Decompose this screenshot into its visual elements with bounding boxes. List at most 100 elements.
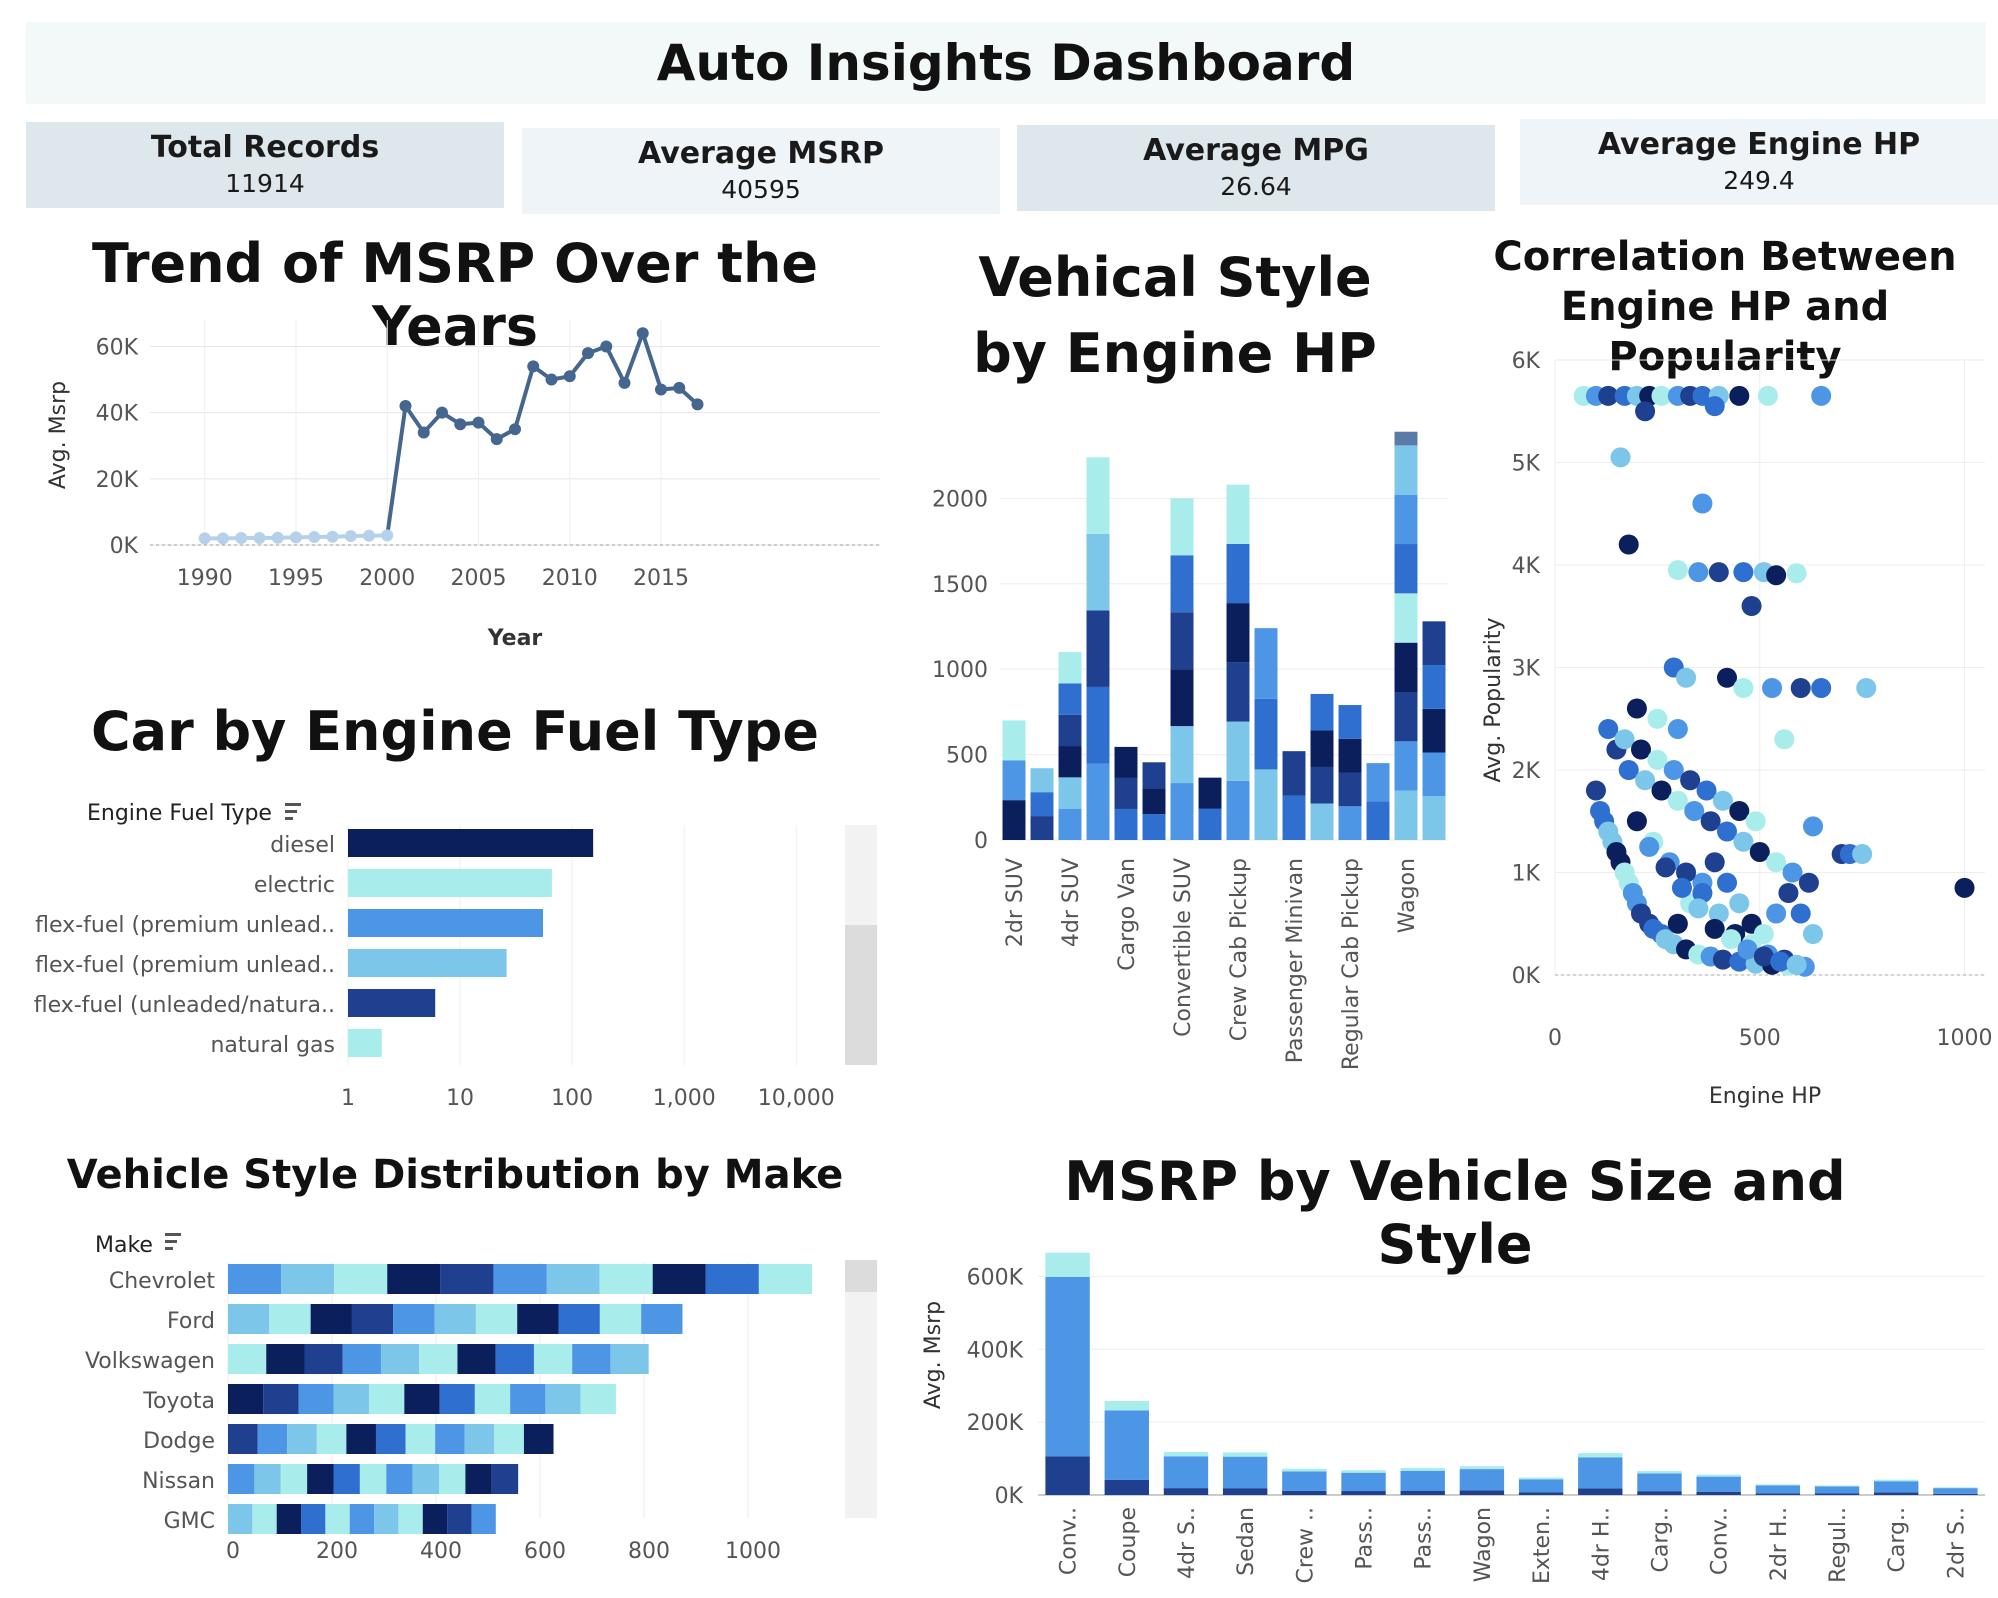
category-label: Cargo Van (1115, 858, 1140, 971)
scatter-point (1708, 562, 1729, 583)
bar-segment (380, 1344, 420, 1374)
x-tick-label: 1000 (1937, 1026, 1993, 1051)
data-point (290, 531, 302, 544)
bar-segment (1045, 1252, 1090, 1277)
bar-segment (464, 1424, 495, 1454)
bar-segment (375, 1424, 406, 1454)
scatter-point (1749, 842, 1770, 862)
x-tick-label: 1 (341, 1086, 355, 1111)
bar-segment (1170, 669, 1194, 727)
y-tick-label: 500 (946, 744, 988, 769)
scatter-point (1733, 562, 1754, 583)
bar-segment (1282, 1468, 1327, 1472)
scatter-point (1688, 898, 1709, 919)
category-label: Carg.. (1648, 1507, 1673, 1572)
scatter-point (1852, 844, 1873, 865)
category-label: Nissan (142, 1469, 215, 1494)
scatter-point (1680, 770, 1701, 791)
scatter-point (1651, 780, 1672, 801)
bar-segment (758, 1264, 812, 1294)
bar-segment (254, 1464, 281, 1494)
bar-segment (1394, 494, 1418, 545)
bar-segment (1422, 796, 1446, 840)
bar-segment (393, 1304, 435, 1334)
bar-segment (1226, 780, 1250, 840)
bar-segment (1874, 1492, 1919, 1495)
bar-segment (1874, 1479, 1919, 1482)
bar-segment (1254, 769, 1278, 840)
category-label: Toyota (142, 1389, 215, 1414)
kpi-total-records: Total Records 11914 (26, 122, 504, 208)
data-point (235, 532, 248, 545)
category-label: Chevrolet (109, 1269, 216, 1294)
bar-segment (1366, 763, 1390, 802)
bar-segment (1170, 612, 1194, 670)
bar-segment (1341, 1470, 1386, 1473)
data-point (454, 418, 467, 431)
bar-segment (1814, 1493, 1860, 1495)
data-point (253, 532, 266, 545)
bar-segment (465, 1464, 492, 1494)
bar-segment (342, 1344, 381, 1374)
bar-segment (1226, 721, 1250, 781)
bar-segment (316, 1424, 347, 1454)
bar-segment (546, 1264, 600, 1294)
bar-segment (1310, 766, 1334, 804)
scatter-point (1712, 790, 1733, 811)
kpi-average-mpg: Average MPG 26.64 (1017, 125, 1495, 211)
scatter-point (1803, 816, 1823, 837)
x-tick-label: 1000 (725, 1539, 781, 1564)
category-label: 4dr S.. (1175, 1507, 1200, 1579)
bar-segment (1226, 603, 1250, 663)
bar-segment (398, 1504, 423, 1534)
scatter-point (1676, 862, 1697, 883)
scatter-point (1737, 939, 1758, 960)
x-tick-label: 1990 (177, 566, 233, 591)
bar-segment (1058, 652, 1082, 684)
bar-segment (641, 1304, 683, 1334)
bar-segment (1086, 457, 1110, 534)
scatter-point (1717, 872, 1737, 893)
scatter-point (1585, 780, 1606, 801)
chart-title-msrp-size-style: MSRP by Vehicle Size and Style (1064, 1150, 1846, 1276)
y-tick-label: 1500 (932, 573, 988, 598)
kpi-label: Average MSRP (638, 136, 884, 171)
bar-segment (228, 1304, 270, 1334)
scatter-point (1663, 760, 1684, 780)
scatter-point (1704, 396, 1725, 417)
scatter-point (1766, 565, 1787, 586)
bar-segment (228, 1504, 253, 1534)
bar-segment (228, 1264, 282, 1294)
scatter-point (1741, 596, 1762, 616)
bar-segment (1058, 777, 1082, 809)
bar-segment (1104, 1410, 1149, 1480)
bar-segment (572, 1344, 611, 1374)
bar-segment (1222, 1456, 1268, 1489)
bar-segment (471, 1504, 496, 1534)
scatter-point (1729, 801, 1750, 821)
bar-segment (545, 1384, 581, 1414)
bar-segment (1282, 751, 1306, 796)
y-tick-label: 5K (1512, 452, 1541, 477)
y-tick-label: 400K (967, 1338, 1024, 1363)
bar (348, 909, 544, 937)
bar-segment (1114, 746, 1138, 778)
bar-segment (1002, 720, 1026, 761)
scatter-point (1733, 678, 1754, 698)
scatter-point (1954, 877, 1975, 898)
bar-segment (1226, 484, 1250, 544)
bar-segment (517, 1304, 559, 1334)
scatter-point (1688, 562, 1709, 583)
bar-segment (1045, 1456, 1090, 1495)
scatter-point (1786, 954, 1807, 975)
x-tick-label: 2005 (451, 566, 507, 591)
series-line (513, 365, 536, 430)
bar-segment (374, 1504, 399, 1534)
category-label: Regular Cab Pickup (1339, 858, 1364, 1070)
category-label: 2dr S.. (1944, 1507, 1969, 1579)
bar-segment (558, 1304, 600, 1334)
chart-title-msrp-trend: Trend of MSRP Over the Years (91, 232, 819, 358)
bar-segment (1394, 593, 1418, 643)
scatter-point (1717, 667, 1737, 688)
scatter-point (1655, 929, 1676, 950)
